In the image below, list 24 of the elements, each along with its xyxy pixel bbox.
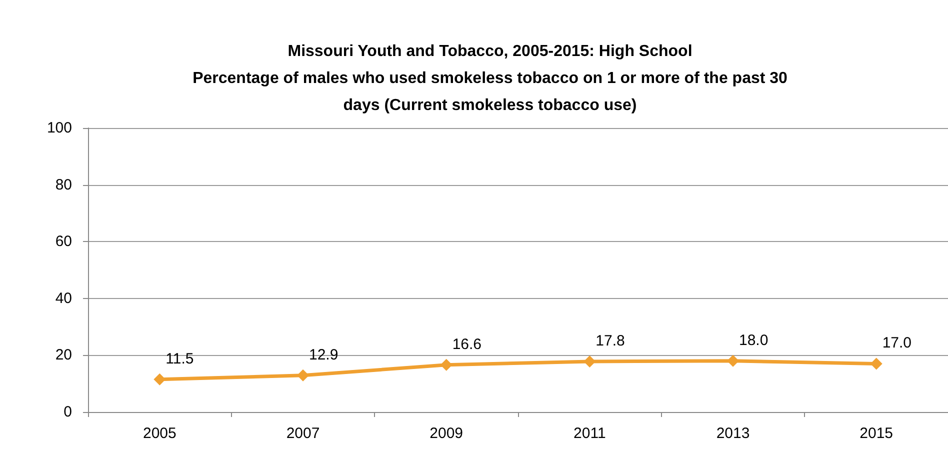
point xyxy=(584,355,596,368)
point xyxy=(870,358,882,370)
data-label: 17.0 xyxy=(882,334,912,352)
x-tick-label: 2007 xyxy=(286,425,320,442)
y-tick-label: 60 xyxy=(55,233,72,250)
y-tick-label: 0 xyxy=(64,404,72,420)
x-tick-label: 2009 xyxy=(430,425,464,442)
point xyxy=(727,354,739,367)
x-tick-label: 2015 xyxy=(860,425,894,442)
y-tick-label: 100 xyxy=(46,120,72,136)
point xyxy=(440,358,452,371)
y-tick-label: 80 xyxy=(55,176,72,194)
data-label: 17.8 xyxy=(596,332,625,350)
y-tick-label: 40 xyxy=(55,290,72,307)
point xyxy=(297,369,309,382)
x-tick-label: 2013 xyxy=(716,425,750,442)
x-tick-label: 2011 xyxy=(574,425,606,442)
data-label: 16.6 xyxy=(452,336,482,353)
chart-title: Missouri Youth and Tobacco, 2005-2015: High School Percentage of males who used smokeless tobacco on 1 or more of the past 30 days (Current smokeless tobacco use) xyxy=(192,43,788,114)
data-label: 11.5 xyxy=(166,350,194,368)
y-tick-label: 20 xyxy=(55,346,72,364)
data-label: 12.9 xyxy=(309,346,338,364)
data-label: 18.0 xyxy=(739,332,768,349)
x-tick-label: 2005 xyxy=(142,425,176,442)
